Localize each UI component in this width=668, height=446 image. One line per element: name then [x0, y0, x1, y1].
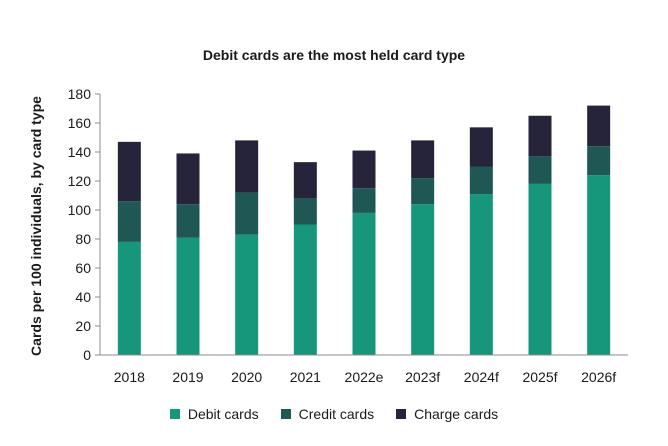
y-tick-label: 20	[75, 318, 91, 334]
legend-item: Credit cards	[280, 406, 375, 422]
bar-charge-cards	[469, 127, 493, 167]
legend-swatch	[396, 409, 407, 419]
bars-layer	[117, 105, 611, 355]
bar-credit-cards	[528, 156, 552, 184]
bar-charge-cards	[411, 140, 435, 179]
y-axis-label: Cards per 100 individuals, by card type	[28, 96, 44, 356]
bar-debit-cards	[469, 194, 493, 355]
y-tick-label: 80	[75, 231, 91, 247]
bar-debit-cards	[235, 234, 259, 355]
bar-credit-cards	[293, 198, 317, 225]
bar-debit-cards	[352, 212, 376, 355]
bar-charge-cards	[587, 105, 611, 147]
legend-label: Charge cards	[414, 406, 499, 422]
x-tick-label: 2018	[114, 369, 145, 385]
axes-layer: 0 20 40 60 80 100 120 140 160 180 2018 2019 2020 2021…	[68, 86, 628, 385]
y-tick-label: 100	[68, 202, 92, 218]
legend-label: Credit cards	[298, 406, 375, 422]
bar-debit-cards	[587, 175, 611, 355]
bar-charge-cards	[293, 162, 317, 199]
x-tick-label: 2019	[172, 369, 203, 385]
bar-debit-cards	[117, 241, 141, 355]
x-tick-label: 2026f	[581, 369, 616, 385]
bar-debit-cards	[293, 224, 317, 355]
bar-credit-cards	[235, 192, 259, 235]
bar-charge-cards	[352, 150, 376, 189]
x-tick-label: 2020	[231, 369, 262, 385]
x-tick-label: 2023f	[405, 369, 440, 385]
bar-credit-cards	[352, 188, 376, 213]
bar-debit-cards	[411, 204, 435, 355]
legend: Debit cards Credit cards Charge cards	[0, 406, 668, 422]
x-tick-label: 2022e	[345, 369, 384, 385]
legend-swatch	[280, 409, 291, 419]
y-tick-label: 60	[75, 260, 91, 276]
y-tick-label: 140	[68, 144, 92, 160]
y-tick-label: 180	[68, 86, 92, 102]
bar-charge-cards	[235, 140, 259, 193]
y-tick-label: 160	[68, 115, 92, 131]
x-tick-label: 2021	[290, 369, 321, 385]
bar-credit-cards	[587, 146, 611, 176]
x-tick-label: 2025f	[522, 369, 557, 385]
y-tick-label: 0	[83, 347, 91, 363]
bar-credit-cards	[117, 201, 141, 242]
y-axis-label-group: Cards per 100 individuals, by card type	[28, 96, 44, 356]
bar-charge-cards	[176, 153, 200, 205]
x-tick-label: 2024f	[464, 369, 499, 385]
bar-credit-cards	[411, 178, 435, 205]
chart-title: Debit cards are the most held card type	[202, 47, 466, 63]
y-tick-label: 120	[68, 173, 92, 189]
legend-swatch	[169, 409, 180, 419]
bar-credit-cards	[176, 204, 200, 238]
y-tick-label: 40	[75, 289, 91, 305]
bar-charge-cards	[117, 141, 141, 202]
bar-debit-cards	[528, 183, 552, 355]
bar-charge-cards	[528, 115, 552, 157]
legend-label: Debit cards	[187, 406, 259, 422]
bar-debit-cards	[176, 237, 200, 355]
legend-item: Debit cards	[169, 406, 259, 422]
bar-credit-cards	[469, 166, 493, 195]
legend-item: Charge cards	[396, 406, 498, 422]
